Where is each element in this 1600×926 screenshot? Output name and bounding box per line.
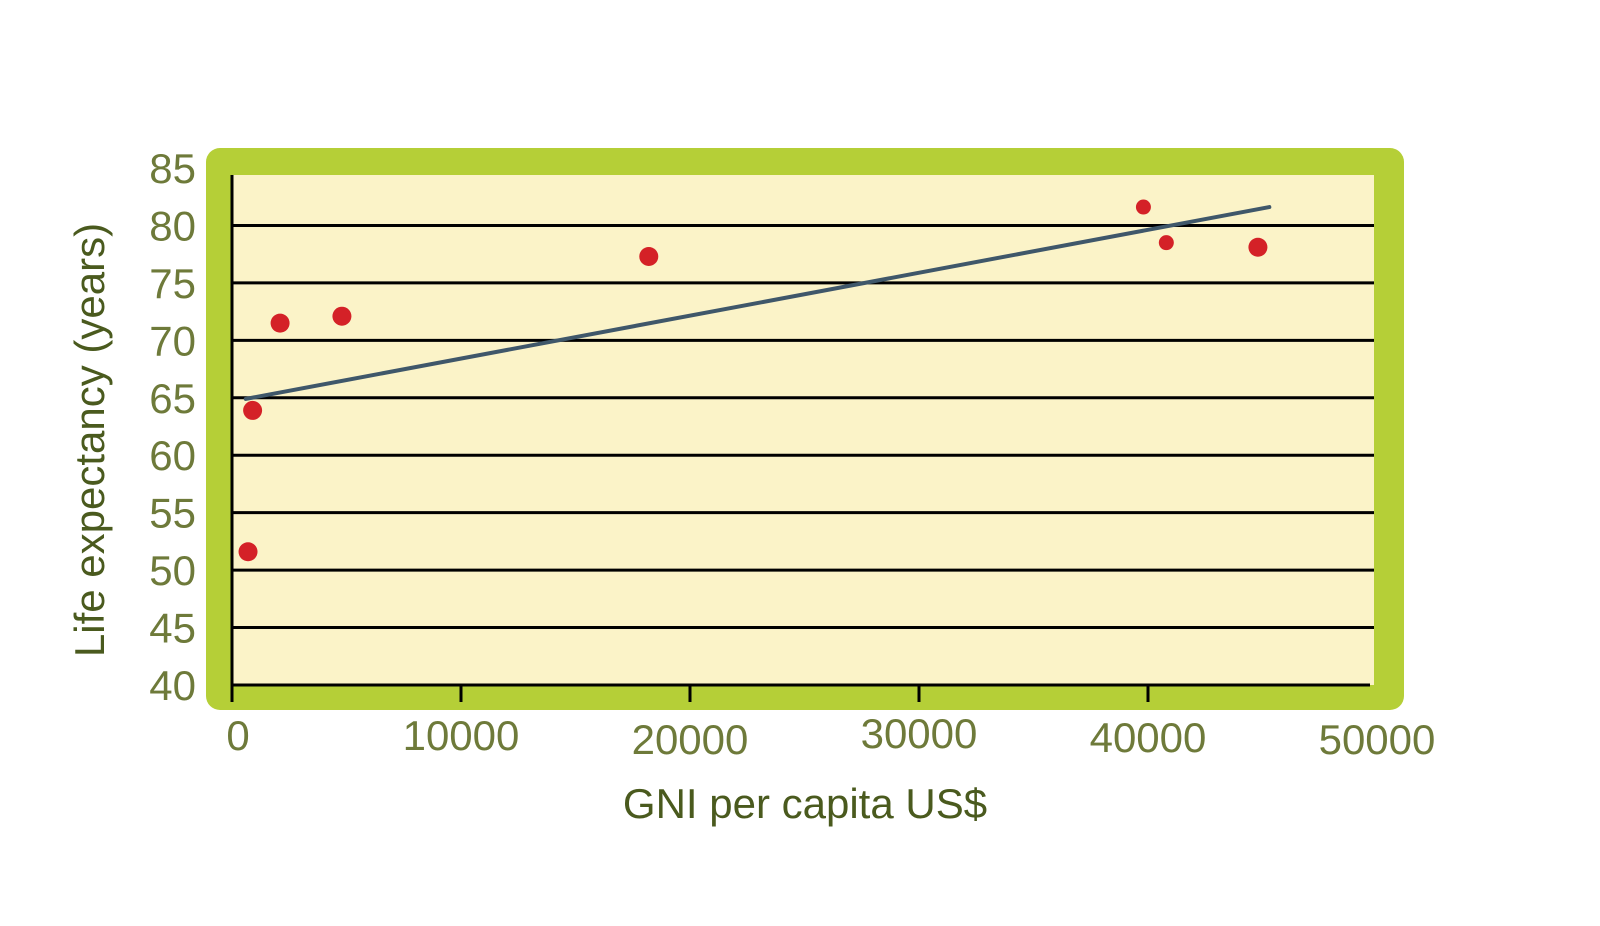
data-point (238, 542, 258, 562)
data-point (1248, 237, 1268, 257)
data-points (238, 199, 1268, 562)
data-point (243, 400, 263, 420)
x-tick-label: 30000 (861, 710, 978, 757)
y-tick-label: 85 (149, 145, 196, 192)
axes (230, 175, 1370, 702)
x-axis-label: GNI per capita US$ (623, 780, 987, 827)
data-point (1135, 199, 1151, 215)
data-point (270, 313, 290, 333)
x-tick-label: 20000 (632, 716, 749, 763)
y-tick-label: 80 (149, 202, 196, 249)
y-tick-label: 60 (149, 432, 196, 479)
plot-area (232, 175, 1374, 685)
y-axis-label: Life expectancy (years) (66, 223, 113, 657)
x-tick-label: 10000 (403, 712, 520, 759)
trendline-group (243, 205, 1272, 401)
data-point (332, 306, 352, 326)
y-tick-label: 40 (149, 662, 196, 709)
trendline (243, 205, 1272, 401)
x-tick-label: 0 (226, 712, 249, 759)
y-tick-label: 50 (149, 547, 196, 594)
y-tick-labels: 40 45 50 55 60 65 70 75 80 85 (149, 145, 196, 709)
y-tick-label: 75 (149, 260, 196, 307)
x-tick-label: 50000 (1319, 716, 1436, 763)
y-tick-label: 70 (149, 317, 196, 364)
data-point (639, 246, 659, 266)
x-tick-labels: 0 10000 20000 30000 40000 50000 (226, 710, 1435, 763)
x-tick-label: 40000 (1090, 714, 1207, 761)
y-tick-label: 65 (149, 375, 196, 422)
grid-lines (232, 223, 1374, 630)
y-tick-label: 55 (149, 490, 196, 537)
data-point (1158, 235, 1174, 251)
y-tick-label: 45 (149, 605, 196, 652)
